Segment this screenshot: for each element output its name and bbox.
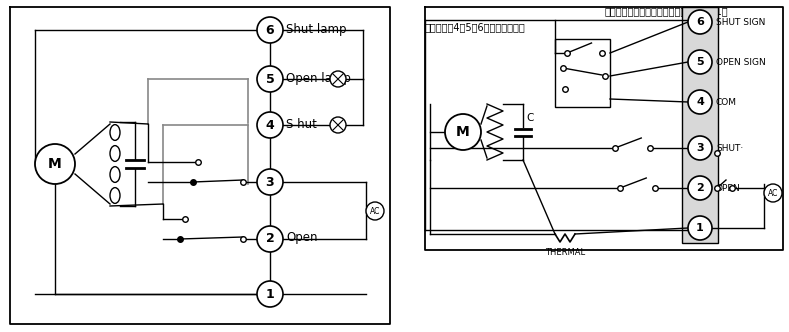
- Text: 1: 1: [266, 288, 275, 300]
- FancyBboxPatch shape: [555, 39, 610, 107]
- Circle shape: [764, 184, 782, 202]
- Circle shape: [330, 117, 346, 133]
- Text: 2: 2: [696, 183, 704, 193]
- Circle shape: [257, 281, 283, 307]
- Text: 6: 6: [696, 17, 704, 27]
- Text: SHUT·: SHUT·: [716, 143, 743, 152]
- Text: AC: AC: [768, 189, 778, 198]
- Text: NO: NO: [570, 90, 585, 100]
- Circle shape: [688, 216, 712, 240]
- Text: COM: COM: [716, 98, 737, 107]
- FancyBboxPatch shape: [682, 7, 718, 243]
- Circle shape: [257, 226, 283, 252]
- Text: C: C: [526, 113, 533, 123]
- Circle shape: [445, 114, 481, 150]
- Text: 4: 4: [266, 119, 275, 131]
- Text: 3: 3: [266, 176, 275, 189]
- Circle shape: [688, 90, 712, 114]
- Text: 4: 4: [696, 97, 704, 107]
- Circle shape: [257, 66, 283, 92]
- Circle shape: [330, 71, 346, 87]
- Circle shape: [257, 112, 283, 138]
- Circle shape: [688, 50, 712, 74]
- Circle shape: [366, 202, 384, 220]
- Text: 5: 5: [266, 72, 275, 86]
- Text: 开关型带无源触点型反馈电动螺阀接线图，1，: 开关型带无源触点型反馈电动螺阀接线图，1，: [605, 6, 728, 16]
- Text: M: M: [456, 125, 470, 139]
- Text: SHUT SIGN: SHUT SIGN: [716, 18, 765, 27]
- Circle shape: [688, 176, 712, 200]
- Text: 1: 1: [696, 223, 704, 233]
- Circle shape: [257, 17, 283, 43]
- Text: OPEN: OPEN: [716, 184, 741, 193]
- Text: 部分接线，4，5，6为无源触点反馈: 部分接线，4，5，6为无源触点反馈: [425, 22, 525, 32]
- Text: Shut lamp: Shut lamp: [286, 23, 346, 36]
- Text: OPEN SIGN: OPEN SIGN: [716, 57, 766, 66]
- Circle shape: [688, 136, 712, 160]
- Text: 3: 3: [696, 143, 704, 153]
- Text: M: M: [48, 157, 62, 171]
- Text: Open lamp: Open lamp: [286, 71, 351, 85]
- Circle shape: [688, 10, 712, 34]
- Circle shape: [257, 169, 283, 195]
- Text: S hut: S hut: [286, 118, 317, 130]
- Text: THERMAL: THERMAL: [545, 248, 585, 257]
- Text: AC: AC: [370, 207, 380, 215]
- Circle shape: [35, 144, 75, 184]
- Text: 5: 5: [696, 57, 704, 67]
- Text: 6: 6: [266, 24, 275, 37]
- Text: 2: 2: [266, 232, 275, 245]
- Text: Open: Open: [286, 231, 317, 244]
